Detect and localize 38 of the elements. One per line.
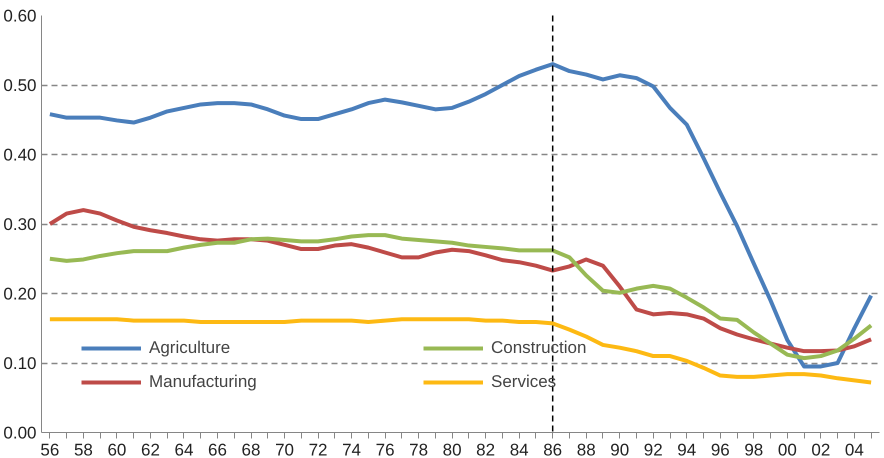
line-series (48, 233, 874, 360)
x-tick-label: 74 (342, 440, 362, 458)
x-tick-label: 72 (308, 440, 328, 458)
legend-label: Manufacturing (149, 372, 258, 392)
x-tick-label: 70 (275, 440, 294, 458)
y-tick-label: 0.20 (3, 284, 37, 304)
x-tick-label: 82 (476, 440, 496, 458)
y-tick-label: 0.30 (3, 215, 37, 234)
y-tick-label: 0.00 (3, 424, 37, 442)
x-tick-label: 00 (778, 440, 797, 458)
legend-label: Agriculture (149, 338, 232, 358)
x-tick-label: 02 (811, 440, 830, 458)
line-series (48, 62, 874, 368)
x-tick-label: 96 (710, 440, 730, 458)
x-tick-label: 88 (576, 440, 596, 458)
x-tick-label: 98 (744, 440, 764, 458)
x-tick-label: 04 (844, 440, 864, 458)
x-tick-label: 86 (543, 440, 562, 458)
x-tick-label: 56 (40, 440, 60, 458)
x-tick-label: 76 (376, 440, 395, 458)
x-tick-label: 92 (644, 440, 663, 458)
x-tick-label: 66 (208, 440, 227, 458)
x-tick-label: 80 (442, 440, 462, 458)
x-tick-label: 62 (140, 440, 160, 458)
y-tick-label: 0.60 (3, 6, 37, 26)
x-tick-label: 58 (74, 440, 93, 458)
y-tick-label: 0.10 (3, 354, 37, 373)
x-tick-label: 60 (107, 440, 126, 458)
x-tick-label: 64 (174, 440, 194, 458)
x-tick-label: 90 (610, 440, 630, 458)
legend-label: Construction (491, 338, 588, 358)
x-tick-label: 68 (242, 440, 260, 458)
x-tick-label: 94 (677, 440, 696, 458)
y-tick-label: 0.50 (3, 76, 37, 95)
x-tick-label: 78 (409, 440, 428, 458)
x-tick-label: 84 (510, 440, 529, 458)
y-tick-label: 0.40 (3, 146, 37, 164)
legend-label: Services (491, 372, 558, 392)
